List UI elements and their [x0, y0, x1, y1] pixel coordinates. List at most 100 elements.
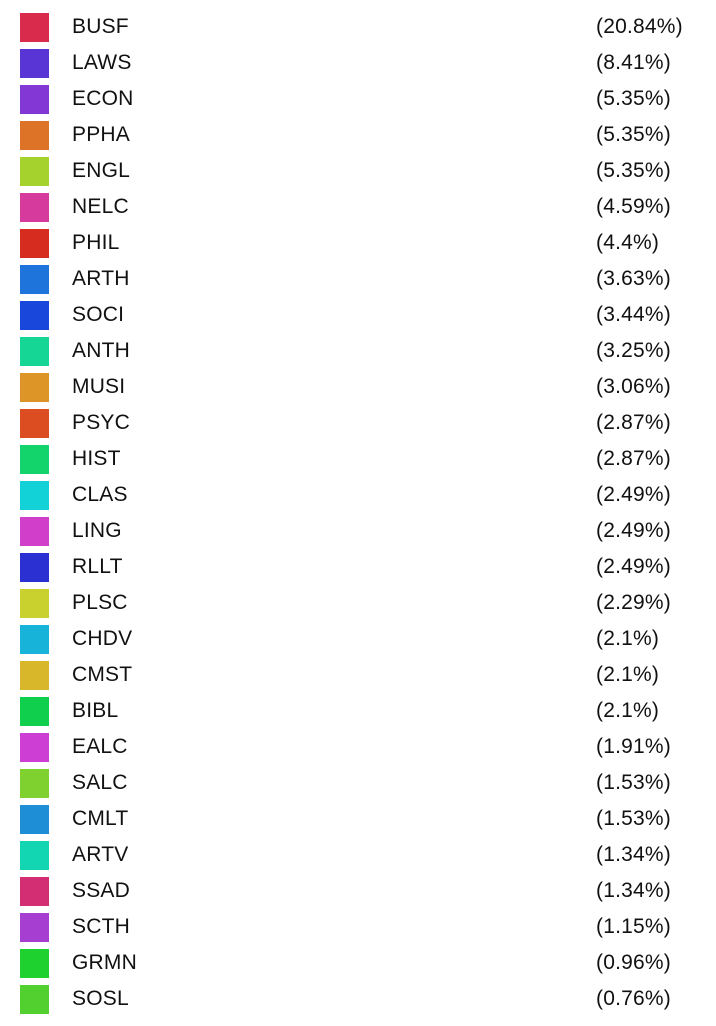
legend-item: HIST (2.87%): [0, 440, 716, 476]
legend-label: SALC: [72, 771, 128, 794]
legend-percentage: (2.1%): [596, 699, 660, 722]
legend-percentage: (1.34%): [596, 843, 671, 866]
legend-swatch: [20, 769, 49, 798]
legend-swatch: [20, 265, 49, 294]
legend-percentage: (2.49%): [596, 555, 671, 578]
legend-percentage: (2.49%): [596, 483, 671, 506]
legend-percentage: (4.59%): [596, 195, 671, 218]
legend-swatch: [20, 697, 49, 726]
legend-swatch: [20, 661, 49, 690]
legend-label: CMLT: [72, 807, 129, 830]
legend-swatch: [20, 877, 49, 906]
legend-percentage: (3.06%): [596, 375, 671, 398]
legend-label: NELC: [72, 195, 129, 218]
legend-item: ANTH (3.25%): [0, 332, 716, 368]
legend-item: BUSF (20.84%): [0, 8, 716, 44]
legend-percentage: (5.35%): [596, 159, 671, 182]
legend-swatch: [20, 805, 49, 834]
legend-percentage: (5.35%): [596, 123, 671, 146]
legend-label: SOCI: [72, 303, 125, 326]
legend-label: BIBL: [72, 699, 119, 722]
legend-swatch: [20, 949, 49, 978]
legend-item: SOCI (3.44%): [0, 296, 716, 332]
legend-swatch: [20, 481, 49, 510]
legend-swatch: [20, 913, 49, 942]
legend-item: SALC (1.53%): [0, 764, 716, 800]
legend-label: PHIL: [72, 231, 120, 254]
legend-label: GRMN: [72, 951, 137, 974]
legend-label: PSYC: [72, 411, 130, 434]
legend-label: EALC: [72, 735, 128, 758]
legend-label: PLSC: [72, 591, 128, 614]
legend-item: CMLT (1.53%): [0, 800, 716, 836]
legend-label: BUSF: [72, 15, 129, 38]
legend-label: ARTH: [72, 267, 130, 290]
legend-swatch: [20, 193, 49, 222]
legend-swatch: [20, 985, 49, 1014]
legend-item: RLLT (2.49%): [0, 548, 716, 584]
legend-label: SSAD: [72, 879, 130, 902]
legend-item: CMST (2.1%): [0, 656, 716, 692]
legend-label: SCTH: [72, 915, 130, 938]
legend-swatch: [20, 445, 49, 474]
legend-item: PPHA (5.35%): [0, 116, 716, 152]
legend-item: LAWS (8.41%): [0, 44, 716, 80]
legend-percentage: (0.76%): [596, 987, 671, 1010]
legend-swatch: [20, 49, 49, 78]
legend-item: GRMN (0.96%): [0, 944, 716, 980]
legend-item: ECON (5.35%): [0, 80, 716, 116]
legend-label: CMST: [72, 663, 133, 686]
legend-label: LING: [72, 519, 122, 542]
legend-percentage: (2.87%): [596, 447, 671, 470]
legend-swatch: [20, 589, 49, 618]
legend-swatch: [20, 373, 49, 402]
legend-label: PPHA: [72, 123, 130, 146]
legend-percentage: (1.34%): [596, 879, 671, 902]
legend-swatch: [20, 517, 49, 546]
legend-percentage: (1.91%): [596, 735, 671, 758]
legend-percentage: (2.49%): [596, 519, 671, 542]
legend-percentage: (2.87%): [596, 411, 671, 434]
legend-percentage: (2.1%): [596, 663, 660, 686]
legend-percentage: (4.4%): [596, 231, 660, 254]
legend-percentage: (1.53%): [596, 771, 671, 794]
legend-label: CHDV: [72, 627, 133, 650]
legend-label: SOSL: [72, 987, 129, 1010]
legend-swatch: [20, 301, 49, 330]
legend-item: CLAS (2.49%): [0, 476, 716, 512]
legend-swatch: [20, 625, 49, 654]
legend-label: CLAS: [72, 483, 128, 506]
legend-item: PSYC (2.87%): [0, 404, 716, 440]
legend-item: ARTV (1.34%): [0, 836, 716, 872]
legend-swatch: [20, 13, 49, 42]
legend-item: ENGL (5.35%): [0, 152, 716, 188]
legend-percentage: (1.53%): [596, 807, 671, 830]
legend-percentage: (5.35%): [596, 87, 671, 110]
legend-item: SOSL (0.76%): [0, 980, 716, 1016]
legend-label: LAWS: [72, 51, 132, 74]
legend-swatch: [20, 553, 49, 582]
legend-item: SSAD (1.34%): [0, 872, 716, 908]
legend-label: ECON: [72, 87, 134, 110]
legend-item: CHDV (2.1%): [0, 620, 716, 656]
legend-item: PLSC (2.29%): [0, 584, 716, 620]
legend-swatch: [20, 733, 49, 762]
legend-item: BIBL (2.1%): [0, 692, 716, 728]
legend-label: MUSI: [72, 375, 126, 398]
legend-item: ARTH (3.63%): [0, 260, 716, 296]
legend-percentage: (2.1%): [596, 627, 660, 650]
legend-percentage: (8.41%): [596, 51, 671, 74]
legend-swatch: [20, 85, 49, 114]
legend-item: PHIL (4.4%): [0, 224, 716, 260]
legend-percentage: (3.25%): [596, 339, 671, 362]
legend-percentage: (3.44%): [596, 303, 671, 326]
legend-percentage: (0.96%): [596, 951, 671, 974]
legend-item: EALC (1.91%): [0, 728, 716, 764]
legend-item: MUSI (3.06%): [0, 368, 716, 404]
legend-label: HIST: [72, 447, 121, 470]
legend-percentage: (3.63%): [596, 267, 671, 290]
legend-swatch: [20, 409, 49, 438]
legend-swatch: [20, 229, 49, 258]
legend-item: NELC (4.59%): [0, 188, 716, 224]
